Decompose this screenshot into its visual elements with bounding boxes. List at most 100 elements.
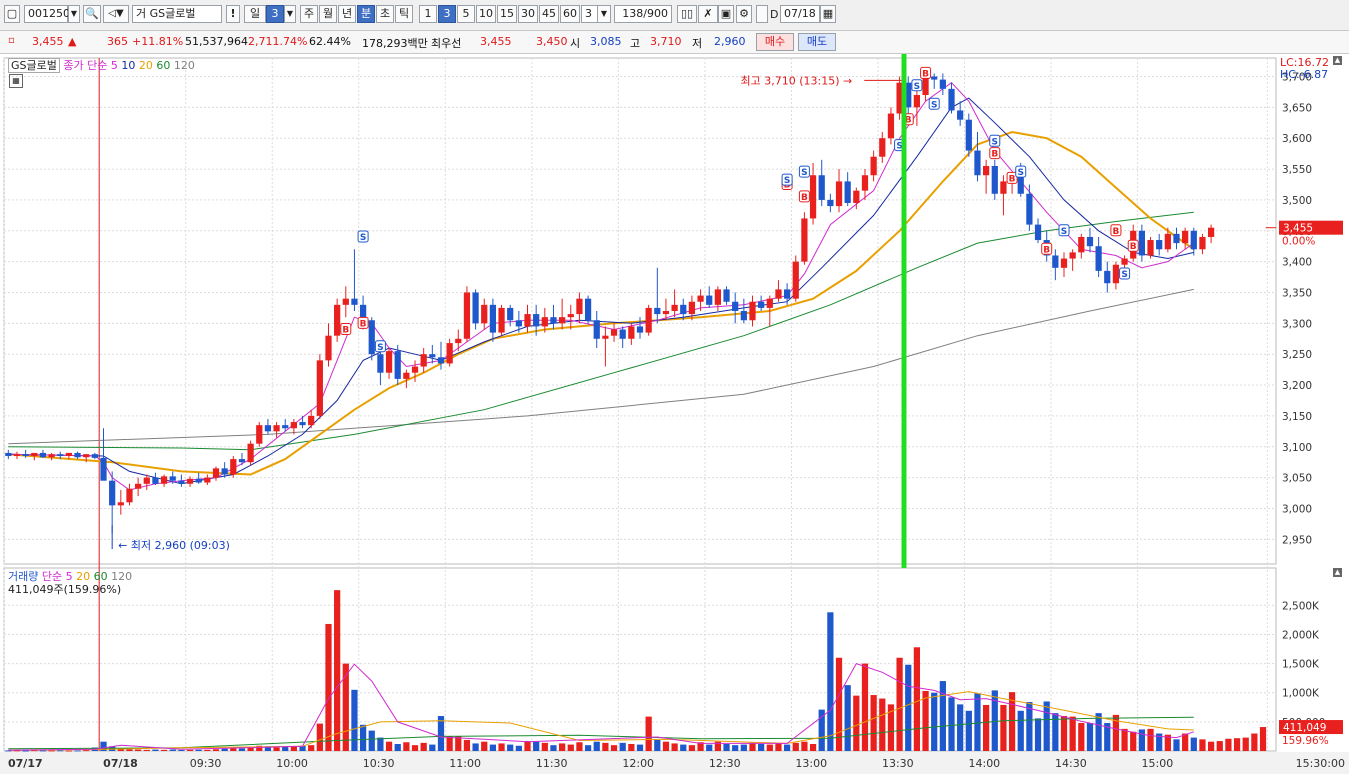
interval-button[interactable]: 30 (518, 5, 538, 23)
buy-signal-label: B (360, 319, 367, 329)
price-panel-menu-icon[interactable]: ▲ (1333, 56, 1342, 65)
interval-dropdown-icon[interactable]: ▼ (597, 5, 611, 23)
interval-button[interactable]: 60 (560, 5, 580, 23)
save-icon[interactable]: ▣ (718, 5, 734, 23)
candle-body (1034, 224, 1042, 241)
candle-body (593, 320, 600, 339)
period-button[interactable]: 년 (338, 5, 356, 23)
candle-body (602, 335, 609, 339)
interval-button[interactable]: 15 (497, 5, 517, 23)
candle-body (957, 110, 964, 120)
candle-body (524, 314, 531, 327)
sell-signal-marker (1058, 224, 1070, 237)
day-value[interactable]: 3 (266, 5, 284, 23)
volume-bar (533, 741, 540, 751)
volume-bar (463, 739, 471, 751)
buy-signal-label: B (905, 116, 912, 126)
price-tick-label: 3,400 (1282, 257, 1312, 269)
candle-body (783, 289, 791, 299)
stock-chart[interactable]: BBBBBBBBBBBSSSSSSSSSSS 2,9503,0003,0503,… (0, 54, 1349, 774)
volume-bar (680, 744, 687, 751)
candle-body (861, 175, 869, 191)
candle-body (186, 478, 194, 484)
trade-signals: BBBBBBBBBBBSSSSSSSSSSS (340, 66, 1139, 353)
volume-bar (818, 709, 825, 751)
period-button[interactable]: 분 (357, 5, 375, 23)
day-dropdown-icon[interactable]: ▼ (284, 5, 296, 23)
date-input[interactable]: 07/18 (780, 5, 820, 23)
stock-code-input[interactable]: 001250 (24, 5, 70, 23)
price-tick-label: 3,300 (1282, 318, 1312, 330)
volume-bar (48, 750, 55, 752)
candle-body (247, 443, 254, 463)
interval-button[interactable]: 3 (438, 5, 456, 23)
volume-ma60-line (8, 716, 1194, 750)
speaker-icon[interactable]: ◁▼ (103, 5, 129, 23)
stock-name-field[interactable]: 거 GS글로벌 (132, 5, 222, 23)
candle-body (368, 320, 375, 355)
candle-body (1147, 240, 1154, 256)
time-tick-label: 14:30 (1055, 757, 1087, 770)
window-icon[interactable]: ▢ (4, 5, 20, 23)
volume-bar (931, 692, 938, 751)
candle-body (316, 360, 323, 416)
candle-type-icon[interactable]: ▯▯ (677, 5, 697, 23)
interval-button[interactable]: 5 (457, 5, 475, 23)
candle-body (809, 175, 817, 219)
interval-button[interactable]: 45 (539, 5, 559, 23)
candle-body (498, 307, 505, 333)
candle-body (628, 326, 635, 339)
code-dropdown-icon[interactable]: ▼ (68, 5, 80, 23)
day-button[interactable]: 일 (244, 5, 266, 23)
candle-body (264, 425, 272, 432)
buy-signal-marker (920, 66, 932, 79)
sell-button[interactable]: 매도 (798, 33, 836, 51)
volume-bar (507, 744, 514, 751)
calendar-icon[interactable]: ▦ (820, 5, 836, 23)
draw-tool-icon[interactable]: ✗ (698, 5, 718, 23)
time-tick-label: 10:30 (363, 757, 395, 770)
volume-bar (498, 743, 505, 751)
quote-bar: ▫ 3,455 ▲ 365 +11.81% 51,537,964 2,711.7… (0, 31, 1349, 54)
period-button[interactable]: 월 (319, 5, 337, 23)
lc-label: LC:16.72 (1280, 56, 1330, 69)
volume-panel-menu-icon[interactable]: ▲ (1333, 568, 1342, 577)
interval-button[interactable]: 1 (419, 5, 437, 23)
candle-body (931, 76, 938, 80)
candle-body (870, 156, 877, 176)
price-tick-label: 3,550 (1282, 164, 1312, 176)
volume-bar (256, 745, 263, 751)
sell-signal-label: S (1017, 168, 1023, 178)
settings-gear-icon[interactable]: ⚙ (736, 5, 752, 23)
candle-body (1095, 246, 1102, 271)
candle-body (792, 261, 799, 299)
period-button[interactable]: 초 (376, 5, 394, 23)
sell-signal-marker (798, 165, 810, 178)
period-button[interactable]: 주 (300, 5, 318, 23)
interval-button[interactable]: 10 (476, 5, 496, 23)
candle-body (1190, 230, 1197, 250)
legend-ma5: 5 (110, 59, 118, 72)
price-tick-label: 3,250 (1282, 349, 1312, 361)
candle-body (135, 483, 142, 489)
date-checkbox[interactable] (756, 5, 768, 23)
buy-button[interactable]: 매수 (756, 33, 794, 51)
volume-bar (688, 745, 696, 751)
count-field[interactable]: 138/900 (614, 5, 672, 23)
candle-body (74, 452, 81, 458)
volume-bar (714, 741, 721, 751)
search-icon[interactable]: 🔍 (83, 5, 101, 23)
high-annotation: 최고 3,710 (13:15) → (741, 74, 853, 87)
grid-toggle-icon[interactable]: ▦ (9, 74, 23, 88)
candle-body (238, 459, 246, 463)
volume-bar (152, 749, 159, 751)
candle-body (1121, 258, 1128, 265)
period-button[interactable]: 틱 (395, 5, 413, 23)
current-pct-label: 0.00% (1282, 236, 1315, 248)
menu-icon[interactable]: ▫ (8, 35, 15, 46)
volume-bar (221, 748, 228, 751)
sell-signal-marker (928, 97, 940, 110)
alert-button[interactable]: ! (226, 5, 240, 23)
volume-bar (1112, 714, 1120, 751)
